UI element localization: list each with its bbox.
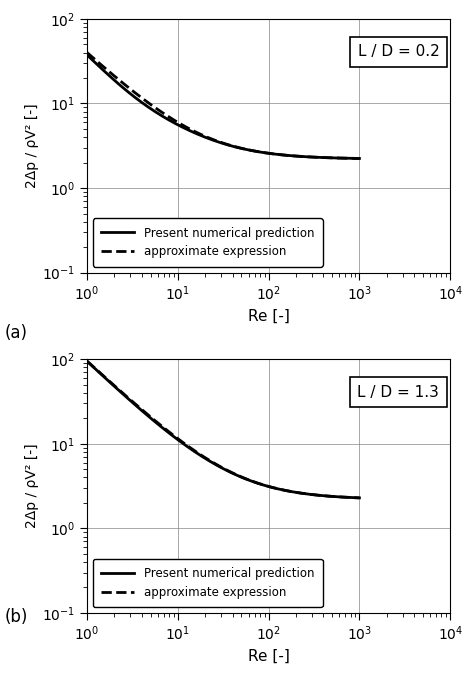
Present numerical prediction xyxy=(255,148,261,156)
Present numerical prediction xyxy=(84,51,90,59)
Present numerical prediction xyxy=(282,487,288,495)
approximate expression xyxy=(192,447,198,455)
Present numerical prediction xyxy=(192,448,198,456)
approximate expression xyxy=(173,117,179,125)
approximate expression xyxy=(281,486,286,494)
Present numerical prediction xyxy=(281,486,286,494)
Y-axis label: 2Δp / ρV² [-]: 2Δp / ρV² [-] xyxy=(25,443,39,529)
X-axis label: Re [-]: Re [-] xyxy=(248,308,290,323)
Legend: Present numerical prediction, approximate expression: Present numerical prediction, approximat… xyxy=(93,559,322,607)
Present numerical prediction xyxy=(173,119,179,128)
Line: Present numerical prediction: Present numerical prediction xyxy=(87,55,359,159)
approximate expression xyxy=(255,148,261,156)
approximate expression xyxy=(173,433,179,441)
Present numerical prediction xyxy=(117,387,123,396)
Text: (a): (a) xyxy=(5,324,28,342)
Text: L / D = 1.3: L / D = 1.3 xyxy=(357,385,439,400)
Legend: Present numerical prediction, approximate expression: Present numerical prediction, approximat… xyxy=(93,218,322,267)
Present numerical prediction xyxy=(255,479,261,487)
Line: approximate expression: approximate expression xyxy=(87,53,359,159)
Y-axis label: 2Δp / ρV² [-]: 2Δp / ρV² [-] xyxy=(25,103,39,188)
approximate expression xyxy=(117,387,123,395)
approximate expression xyxy=(84,49,90,57)
approximate expression xyxy=(117,76,123,84)
approximate expression xyxy=(192,128,198,136)
approximate expression xyxy=(282,151,288,159)
Present numerical prediction xyxy=(173,434,179,442)
Present numerical prediction xyxy=(356,155,362,163)
Text: (b): (b) xyxy=(5,608,28,626)
Present numerical prediction xyxy=(117,81,123,89)
Text: L / D = 0.2: L / D = 0.2 xyxy=(357,45,439,59)
approximate expression xyxy=(282,486,288,494)
approximate expression xyxy=(281,151,286,159)
Present numerical prediction xyxy=(192,129,198,137)
approximate expression xyxy=(84,357,90,365)
Present numerical prediction xyxy=(282,151,288,159)
Present numerical prediction xyxy=(84,357,90,365)
Present numerical prediction xyxy=(281,151,286,159)
approximate expression xyxy=(356,155,362,163)
Present numerical prediction xyxy=(356,494,362,502)
Line: Present numerical prediction: Present numerical prediction xyxy=(87,361,359,498)
approximate expression xyxy=(255,479,261,487)
X-axis label: Re [-]: Re [-] xyxy=(248,649,290,664)
approximate expression xyxy=(356,494,362,502)
Line: approximate expression: approximate expression xyxy=(87,361,359,498)
